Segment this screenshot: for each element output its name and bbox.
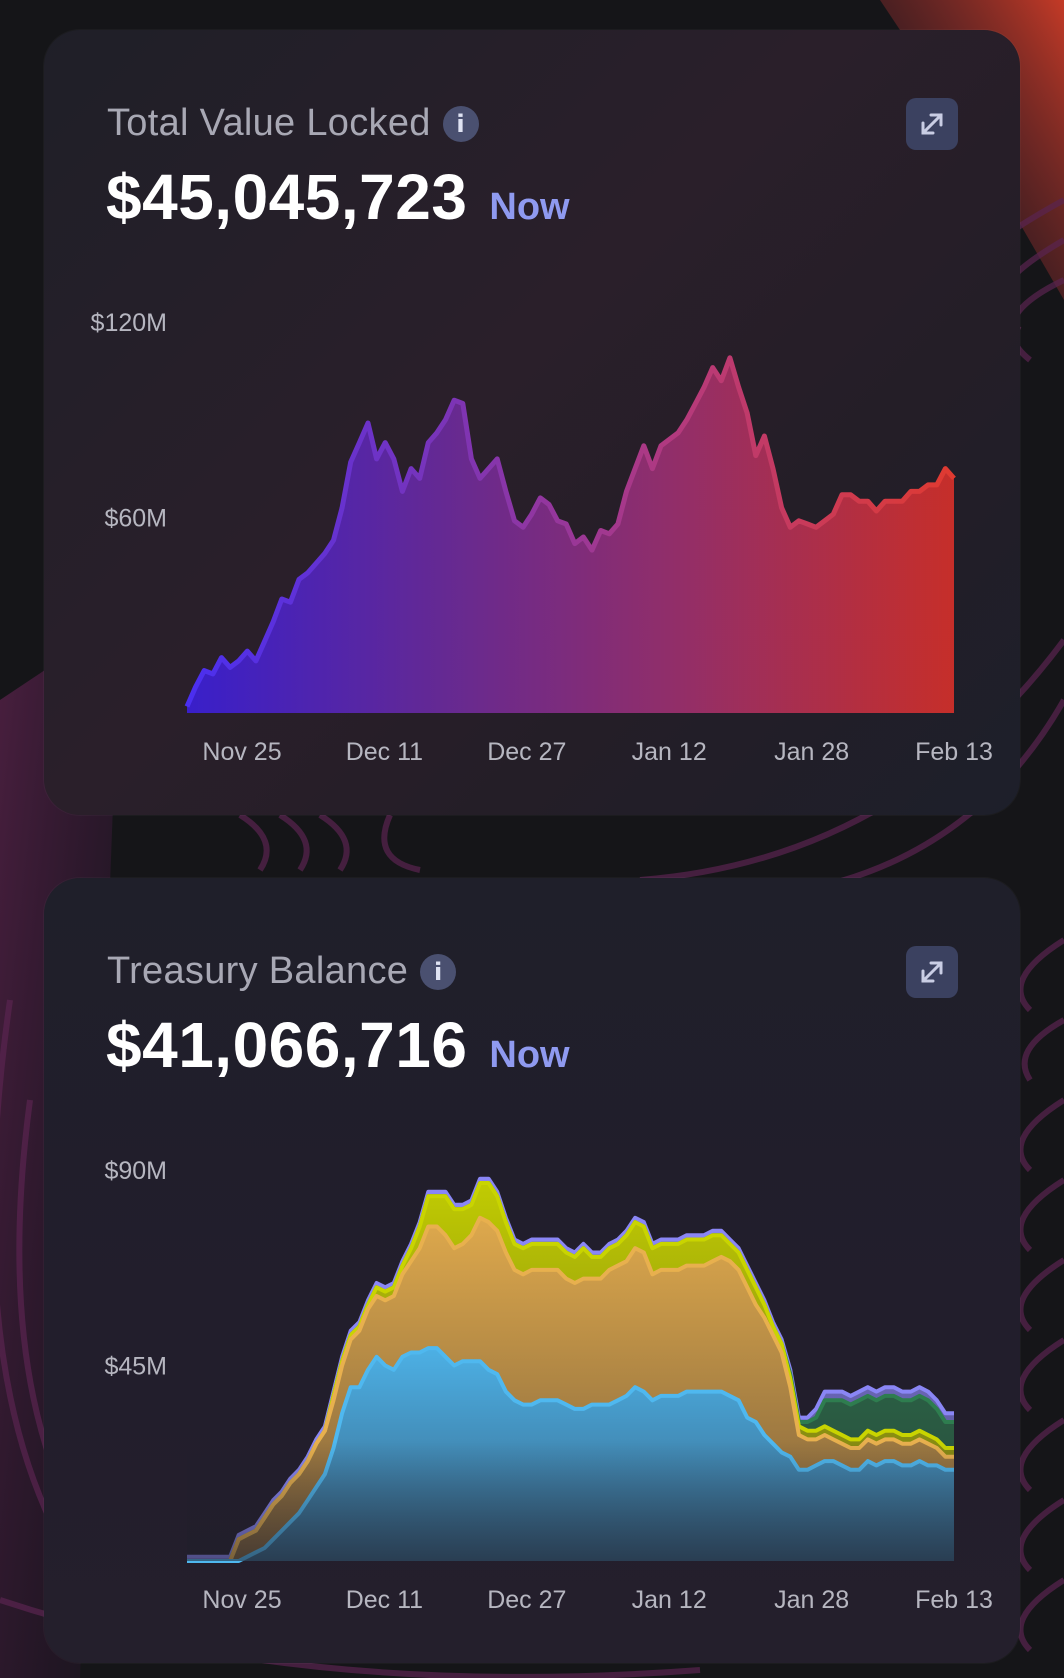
tvl-ytick-label: $60M	[104, 505, 167, 533]
expand-icon	[921, 113, 943, 135]
tvl-xtick-label: Dec 27	[487, 738, 566, 766]
treasury-value-row: $41,066,716 Now	[106, 1008, 570, 1082]
treasury-xtick-label: Dec 27	[487, 1586, 566, 1614]
tvl-xtick-label: Jan 28	[774, 738, 849, 766]
treasury-value: $41,066,716	[106, 1009, 468, 1081]
treasury-now-label: Now	[489, 1034, 570, 1076]
treasury-xtick-label: Feb 13	[915, 1586, 993, 1614]
treasury-xtick-label: Nov 25	[202, 1586, 281, 1614]
treasury-xtick-label: Jan 28	[774, 1586, 849, 1614]
tvl-title-text: Total Value Locked	[107, 102, 431, 144]
treasury-title: Treasury Balance i	[107, 950, 457, 993]
treasury-series-1-area	[187, 1217, 954, 1561]
info-icon[interactable]: i	[420, 953, 457, 990]
expand-icon	[921, 961, 943, 983]
treasury-xtick-label: Jan 12	[632, 1586, 707, 1614]
treasury-title-text: Treasury Balance	[107, 950, 409, 992]
treasury-fade-overlay	[187, 1441, 954, 1561]
tvl-xtick-label: Dec 11	[346, 738, 423, 766]
tvl-chart: $120M $60M Nov 25 Dec 11 Dec 27 Jan 12 Jan 28 F…	[91, 309, 993, 766]
tvl-card: Total Value Locked i $45,045,723 Now $12…	[44, 30, 1020, 815]
treasury-xtick-label: Dec 11	[346, 1586, 423, 1614]
tvl-xtick-label: Nov 25	[202, 738, 281, 766]
tvl-title: Total Value Locked i	[107, 102, 479, 145]
treasury-ytick-label: $90M	[104, 1157, 167, 1185]
treasury-card: Treasury Balance i $41,066,716 Now $90M $…	[44, 878, 1020, 1663]
tvl-line	[184, 355, 956, 708]
tvl-xtick-label: Feb 13	[915, 738, 993, 766]
tvl-ytick-label: $120M	[91, 309, 167, 337]
tvl-value-row: $45,045,723 Now	[106, 160, 570, 234]
tvl-value: $45,045,723	[106, 161, 468, 233]
expand-button[interactable]	[906, 98, 958, 150]
tvl-xtick-label: Jan 12	[632, 738, 707, 766]
info-icon[interactable]: i	[442, 105, 479, 142]
tvl-now-label: Now	[489, 186, 570, 228]
expand-button[interactable]	[906, 946, 958, 998]
treasury-ytick-label: $45M	[104, 1353, 167, 1381]
treasury-chart: $90M $45M Nov 25 Dec 11 Dec 27 Jan 12 Jan 28 Fe…	[104, 1157, 993, 1614]
